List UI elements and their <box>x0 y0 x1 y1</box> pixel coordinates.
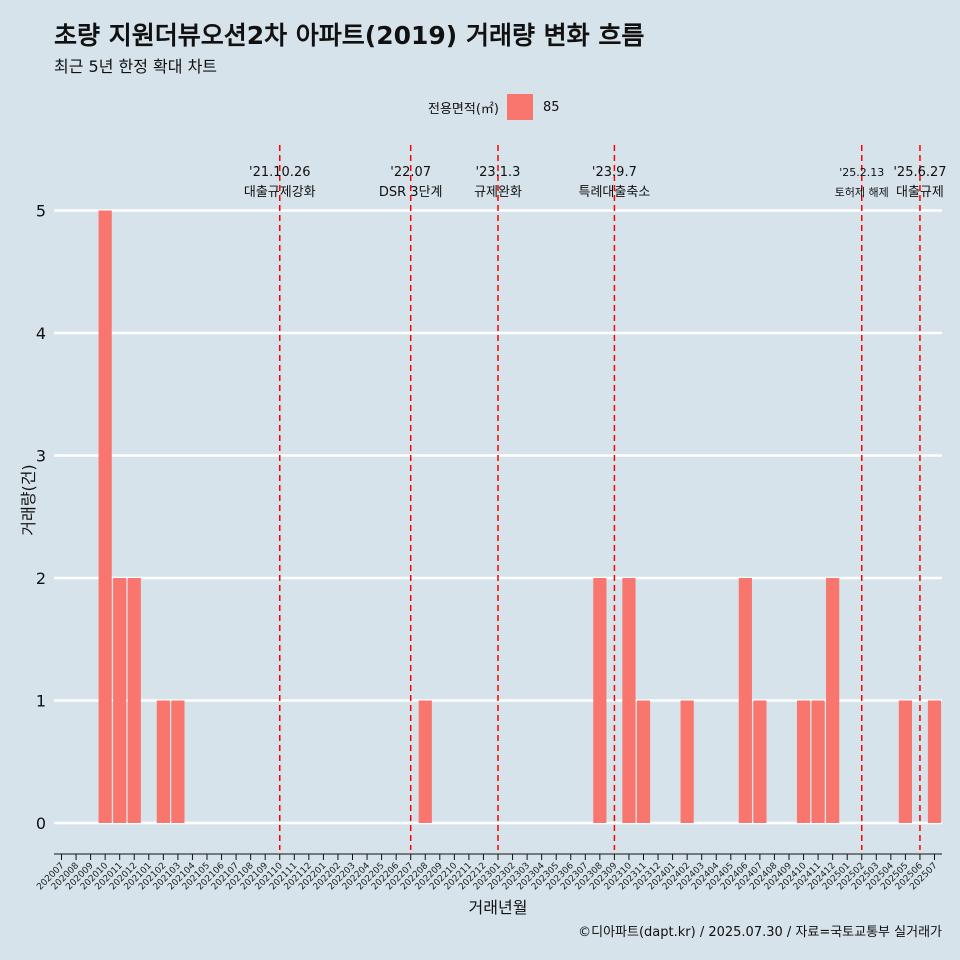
event-label: 특례대출축소 <box>579 185 651 200</box>
event-date: '25.2.13 <box>839 166 884 179</box>
y-tick-label: 3 <box>36 447 46 466</box>
bar <box>622 578 636 823</box>
source-caption: ©디아파트(dapt.kr) / 2025.07.30 / 자료=국토교통부 실… <box>578 925 942 940</box>
legend-label: 85 <box>542 99 560 115</box>
event-date: '23.9.7 <box>592 165 637 180</box>
event-label: 규제완화 <box>474 185 522 200</box>
bar <box>171 700 185 823</box>
event-label: 토허제 해제 <box>835 185 889 199</box>
bar <box>796 700 811 823</box>
bar <box>156 700 170 823</box>
bar <box>826 578 840 823</box>
bar <box>927 700 942 823</box>
y-tick-label: 4 <box>36 324 46 343</box>
legend-title: 전용면적(㎡) <box>428 101 499 117</box>
chart-title: 초량 지원더뷰오션2차 아파트(2019) 거래량 변화 흐름 <box>54 21 645 50</box>
bar <box>127 578 141 823</box>
y-axis-title: 거래량(건) <box>19 464 38 535</box>
event-date: '22.07 <box>390 165 431 180</box>
y-tick-label: 5 <box>36 202 46 221</box>
bar <box>811 700 825 823</box>
bar <box>753 700 767 823</box>
bar <box>113 578 127 823</box>
event-label: DSR 3단계 <box>379 185 443 200</box>
chart-subtitle: 최근 5년 한정 확대 차트 <box>54 57 218 76</box>
bar <box>898 700 912 823</box>
y-tick-label: 2 <box>36 569 46 588</box>
event-label: 대출규제 <box>896 185 944 200</box>
legend: 전용면적(㎡) 85 <box>428 93 560 121</box>
event-date: '21.10.26 <box>249 165 310 180</box>
y-tick-label: 1 <box>36 692 46 711</box>
y-tick-label: 0 <box>36 814 46 833</box>
legend-swatch <box>506 94 533 120</box>
bar <box>593 578 607 823</box>
x-axis-title: 거래년월 <box>469 898 528 917</box>
event-label: 대출규제강화 <box>244 185 316 200</box>
bar <box>680 700 694 823</box>
event-date: '23.1.3 <box>476 165 521 180</box>
event-date: '25.6.27 <box>893 165 946 180</box>
bar <box>418 700 432 823</box>
bar <box>636 700 651 823</box>
bar <box>738 578 752 823</box>
bar <box>98 210 112 823</box>
